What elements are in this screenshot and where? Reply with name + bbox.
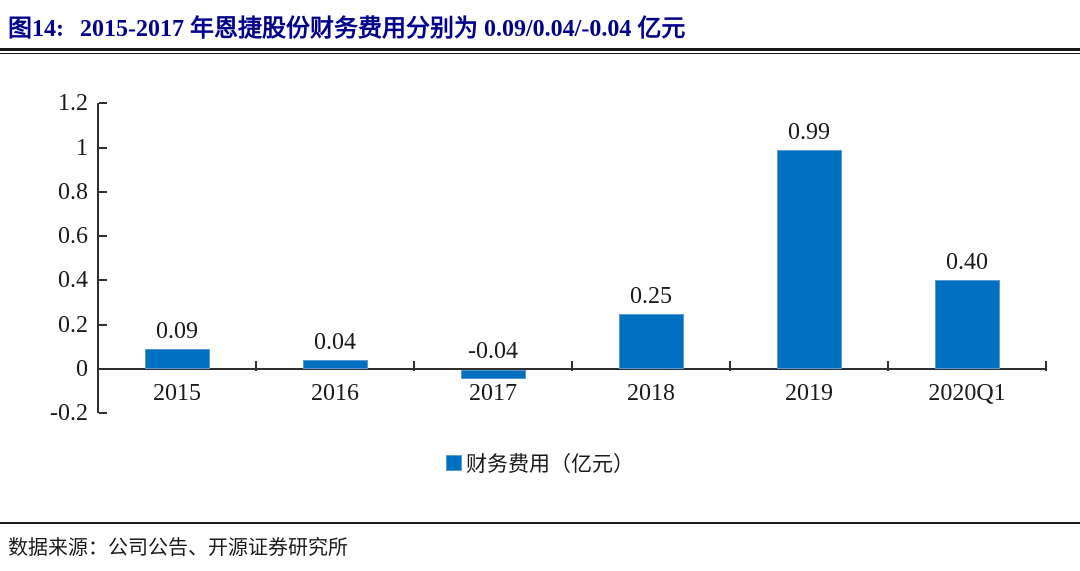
x-tick-label-2020Q1: 2020Q1 [928, 380, 1006, 406]
x-tick-label-2016: 2016 [311, 380, 359, 406]
legend-swatch [446, 455, 462, 471]
x-tick-label-2018: 2018 [627, 380, 675, 406]
y-tick-label: 0.4 [58, 267, 88, 294]
bar-2020Q1 [934, 280, 1000, 369]
y-axis-tick [99, 323, 107, 326]
footer-divider [0, 522, 1080, 524]
y-axis-tick [99, 146, 107, 149]
y-axis-tick [99, 368, 107, 370]
x-axis-tick [571, 361, 573, 371]
value-label-2020Q1: 0.40 [946, 249, 988, 276]
y-tick-label: -0.2 [50, 400, 88, 427]
bar-2015 [144, 349, 210, 369]
y-axis-tick [99, 412, 107, 415]
bar-2019 [776, 149, 842, 369]
x-tick-label-2017: 2017 [469, 380, 517, 406]
bar-2017 [460, 370, 526, 379]
x-axis-tick [729, 361, 731, 371]
x-axis-tick [887, 361, 889, 371]
value-label-2017: -0.04 [468, 338, 518, 364]
y-tick-label: 0 [76, 356, 88, 382]
y-tick-label: 0.8 [58, 178, 88, 205]
y-axis-tick [99, 102, 107, 105]
legend-label: 财务费用（亿元） [466, 452, 634, 476]
y-axis-tick [99, 190, 107, 193]
value-label-2018: 0.25 [630, 282, 672, 309]
y-axis-tick [99, 235, 107, 238]
y-tick-label: 0.6 [58, 223, 88, 250]
x-tick-label-2019: 2019 [785, 380, 833, 406]
x-axis-tick [255, 361, 257, 371]
x-axis-tick [1045, 361, 1047, 371]
y-tick-label: 1.2 [58, 90, 88, 117]
y-tick-label: 1 [76, 134, 88, 161]
chart-legend: 财务费用（亿元） [0, 451, 1080, 476]
title-divider-thin [0, 53, 1080, 54]
x-axis-tick [413, 361, 415, 371]
figure-title: 图14: 2015-2017 年恩捷股份财务费用分别为 0.09/0.04/-0.… [8, 8, 685, 43]
figure-number-label: 图14: [8, 16, 64, 42]
figure-title-text: 2015-2017 年恩捷股份财务费用分别为 0.09/0.04/-0.04 亿… [80, 16, 686, 42]
y-axis-line [97, 103, 99, 414]
bar-2018 [618, 313, 684, 369]
y-tick-label: 0.2 [58, 311, 88, 338]
value-label-2016: 0.04 [314, 329, 356, 356]
bar-2016 [302, 360, 368, 369]
data-source-text: 数据来源：公司公告、开源证券研究所 [8, 537, 348, 559]
value-label-2019: 0.99 [788, 118, 830, 145]
y-axis-tick [99, 279, 107, 282]
value-label-2015: 0.09 [156, 318, 198, 345]
title-divider-thick [0, 48, 1080, 51]
x-tick-label-2015: 2015 [153, 380, 201, 406]
